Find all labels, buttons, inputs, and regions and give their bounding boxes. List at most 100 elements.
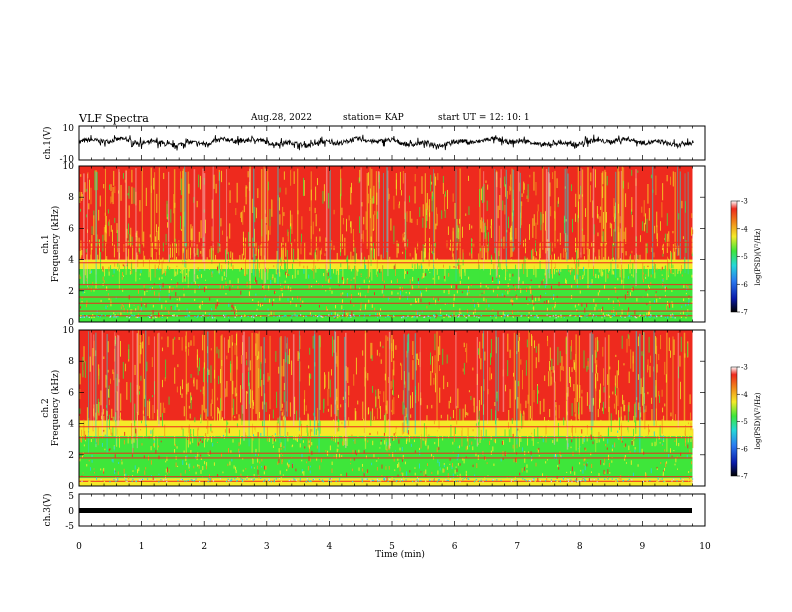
spectrogram-streak: [219, 172, 221, 248]
spectrogram-cell: [592, 200, 594, 218]
spectrogram-cell: [420, 292, 422, 298]
spectrogram-cell: [325, 290, 327, 292]
spectrogram-cell: [368, 299, 370, 304]
spectrogram-cell: [465, 473, 467, 477]
spectrogram-cell: [377, 431, 379, 435]
spectrogram-cell: [535, 296, 537, 302]
spectrogram-cell: [191, 228, 193, 248]
spectrogram-streak: [403, 333, 405, 432]
spectrogram-cell: [509, 278, 511, 281]
spectrogram-streak: [578, 335, 580, 455]
spectrogram-cell: [216, 299, 218, 302]
spectrogram-cell: [449, 463, 451, 465]
spectrogram-cell: [688, 266, 690, 268]
spectrogram-cell: [545, 422, 546, 429]
spectrogram-cell: [168, 293, 170, 299]
spectrogram-cell: [388, 465, 390, 470]
spectrogram-cell: [628, 478, 630, 480]
spectrogram-cell: [221, 230, 223, 235]
spectrogram-cell: [659, 297, 661, 300]
spectrogram-cell: [360, 273, 362, 276]
spectrogram-cell: [552, 315, 554, 317]
spectrogram-cell: [571, 257, 573, 265]
spectrogram-cell: [350, 187, 352, 205]
spectrogram-cell: [110, 265, 112, 272]
spectrogram-cell: [487, 388, 489, 395]
spectrogram-cell: [575, 315, 577, 317]
spectrogram-cell: [209, 265, 210, 270]
spectrogram-cell: [296, 480, 298, 482]
spectrogram-cell: [574, 304, 576, 308]
spectrogram-cell: [569, 265, 571, 269]
spectrogram-cell: [241, 404, 243, 425]
spectrogram-cell: [532, 435, 534, 438]
spectrogram-cell: [463, 362, 465, 375]
spectrogram-cell: [648, 429, 650, 433]
spectrogram-cell: [623, 400, 625, 412]
spectrogram-cell: [393, 339, 394, 359]
spectrogram-streak: [387, 170, 389, 277]
spectrogram-cell: [113, 268, 115, 274]
spectrogram-cell: [490, 219, 492, 226]
spectrogram-cell: [327, 279, 329, 283]
spectrogram-cell: [521, 263, 523, 271]
spectrogram-cell: [110, 225, 112, 232]
spectrogram-cell: [253, 467, 255, 469]
spectrogram-cell: [81, 316, 83, 318]
spectrogram-cell: [419, 207, 421, 217]
spectrogram-cell: [80, 208, 81, 212]
spectrogram-cell: [414, 250, 416, 264]
spectrogram-streak: [371, 168, 373, 281]
spectrogram-cell: [436, 213, 438, 226]
spectrogram-cell: [612, 391, 614, 395]
spectrogram-cell: [675, 414, 676, 421]
spectrogram-cell: [154, 264, 156, 278]
spectrogram-cell: [258, 249, 259, 261]
spectrogram-cell: [533, 428, 535, 443]
spectrogram-cell: [439, 387, 441, 403]
spectrogram-cell: [459, 408, 461, 421]
spectrogram-cell: [229, 280, 231, 284]
spectrogram-cell: [108, 419, 110, 425]
spectrogram-streak: [203, 173, 206, 271]
spectrogram-cell: [457, 388, 459, 408]
spectrogram-streak: [263, 337, 265, 437]
spectrogram-cell: [487, 287, 489, 290]
spectrogram-cell: [654, 225, 656, 234]
spectrogram-cell: [560, 316, 562, 318]
spectrogram-streak: [106, 333, 108, 453]
spectrogram-cell: [121, 313, 123, 315]
spectrogram-cell: [636, 298, 638, 302]
spectrogram-cell: [442, 175, 444, 183]
spectrogram-cell: [253, 316, 255, 318]
spectrogram-cell: [621, 264, 623, 283]
spectrogram-cell: [187, 438, 189, 440]
spectrogram-cell: [524, 479, 526, 481]
spectrogram-cell: [90, 243, 92, 264]
spectrogram-streak: [517, 171, 520, 290]
spectrogram-cell: [460, 478, 462, 480]
spectrogram-cell: [429, 237, 431, 251]
spectrogram-cell: [650, 282, 652, 286]
spectrogram-cell: [395, 345, 397, 350]
spectrogram-cell: [195, 471, 197, 475]
spectrogram-cell: [158, 226, 159, 241]
spectrogram-cell: [623, 363, 625, 366]
spectrogram-cell: [426, 415, 428, 426]
spectrogram-cell: [353, 265, 355, 273]
x-tick-label: 10: [699, 542, 711, 552]
spectrogram-cell: [380, 405, 381, 420]
spectrogram-cell: [325, 450, 327, 452]
spectrogram-cell: [177, 264, 179, 275]
spectrogram-cell: [208, 433, 210, 437]
spectrogram-cell: [89, 239, 91, 244]
spectrogram-cell: [96, 438, 98, 443]
spectrogram-cell: [252, 198, 254, 214]
spectrogram-cell: [524, 458, 526, 463]
spectrogram-cell: [602, 401, 604, 414]
spectrogram-cell: [246, 263, 248, 275]
spectrogram-cell: [646, 303, 648, 306]
spectrogram-cell: [646, 293, 648, 295]
spectrogram-cell: [241, 480, 244, 482]
